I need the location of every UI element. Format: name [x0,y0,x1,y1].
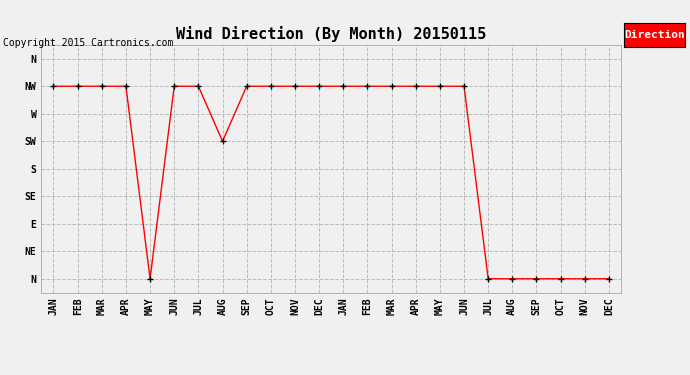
Text: Copyright 2015 Cartronics.com: Copyright 2015 Cartronics.com [3,38,174,48]
Text: Direction: Direction [624,30,685,40]
Title: Wind Direction (By Month) 20150115: Wind Direction (By Month) 20150115 [176,27,486,42]
